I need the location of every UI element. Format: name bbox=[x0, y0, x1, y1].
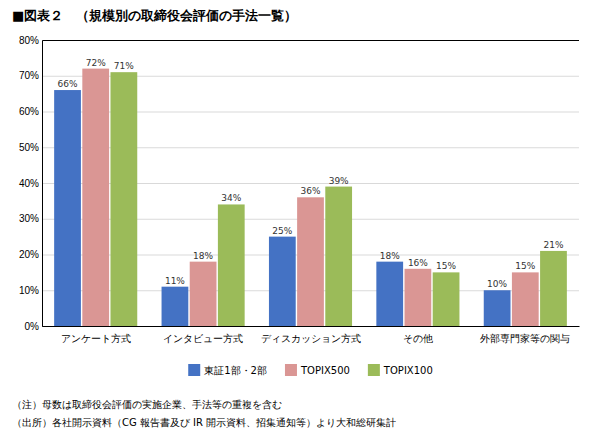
x-tick-label: インタビュー方式 bbox=[163, 333, 243, 344]
y-tick-label: 70% bbox=[19, 70, 39, 81]
y-tick: 80% bbox=[19, 35, 579, 46]
chart: ■図表２ （規模別の取締役会評価の手法一覧） 0% 10% 20% 30% 40% 50% 6… bbox=[0, 0, 591, 438]
data-label: 18% bbox=[193, 251, 213, 261]
y-tick-label: 20% bbox=[19, 249, 39, 260]
y-axis: 0% 10% 20% 30% 40% 50% 60% 70% 80% bbox=[19, 35, 579, 332]
x-tick: ディスカッション方式 bbox=[261, 333, 361, 344]
bar bbox=[540, 251, 567, 326]
legend-label: TOPIX100 bbox=[383, 365, 433, 376]
bar bbox=[512, 272, 539, 326]
x-axis: アンケート方式 インタビュー方式 ディスカッション方式 その他 外部専門家等の関与 bbox=[43, 327, 580, 345]
bars bbox=[54, 69, 567, 326]
bar bbox=[325, 187, 352, 326]
grid-line bbox=[42, 326, 579, 327]
y-tick-label: 80% bbox=[19, 35, 39, 46]
x-tick: その他 bbox=[403, 333, 433, 344]
bar bbox=[218, 204, 245, 326]
x-tick: インタビュー方式 bbox=[163, 333, 243, 344]
data-label: 72% bbox=[86, 58, 106, 68]
data-label: 34% bbox=[221, 193, 241, 203]
y-axis-line bbox=[43, 41, 580, 327]
x-tick: 外部専門家等の関与 bbox=[480, 333, 570, 344]
bar bbox=[82, 69, 109, 326]
legend-item: TOPIX100 bbox=[368, 364, 433, 376]
bar bbox=[190, 262, 217, 326]
bar bbox=[484, 290, 511, 326]
data-label: 36% bbox=[300, 186, 320, 196]
bar bbox=[405, 269, 432, 326]
data-labels: 66% 11% 25% 18% 10% 72% 18% 36% 16% 15% 71% 34% 39% 1… bbox=[58, 58, 564, 290]
data-label: 25% bbox=[272, 226, 292, 236]
bar bbox=[269, 237, 296, 326]
x-axis-line bbox=[43, 326, 580, 327]
y-tick-label: 0% bbox=[25, 321, 40, 332]
data-label: 10% bbox=[487, 279, 507, 289]
y-tick-label: 30% bbox=[19, 213, 39, 224]
legend-label: 東証1部・2部 bbox=[204, 365, 267, 376]
legend-swatch bbox=[368, 364, 380, 376]
plot: 0% 10% 20% 30% 40% 50% 60% 70% 80% アンケート方式 インタビュー方… bbox=[19, 35, 580, 344]
data-label: 18% bbox=[380, 251, 400, 261]
x-tick-label: その他 bbox=[403, 333, 433, 344]
bar bbox=[110, 72, 137, 326]
x-tick: アンケート方式 bbox=[61, 333, 131, 344]
y-tick-label: 40% bbox=[19, 178, 39, 189]
x-tick-label: ディスカッション方式 bbox=[261, 333, 361, 344]
annotation: （注）母数は取締役会評価の実施企業、手法等の重複を含む bbox=[12, 399, 282, 410]
y-tick-label: 60% bbox=[19, 106, 39, 117]
legend-swatch bbox=[285, 364, 297, 376]
legend-item: 東証1部・2部 bbox=[188, 364, 267, 376]
bar bbox=[376, 262, 403, 326]
x-tick-label: 外部専門家等の関与 bbox=[480, 333, 570, 344]
data-label: 66% bbox=[58, 79, 78, 89]
legend: 東証1部・2部 TOPIX500 TOPIX100 bbox=[188, 364, 433, 376]
data-label: 71% bbox=[114, 61, 134, 71]
annotation: （出所）各社開示資料（CG 報告書及び IR 開示資料、招集通知等）より大和総研… bbox=[12, 417, 396, 428]
data-label: 39% bbox=[329, 176, 349, 186]
data-label: 21% bbox=[543, 240, 563, 250]
legend-label: TOPIX500 bbox=[300, 365, 350, 376]
bar bbox=[162, 287, 189, 326]
y-tick-label: 10% bbox=[19, 285, 39, 296]
legend-swatch bbox=[188, 364, 200, 376]
data-label: 15% bbox=[436, 261, 456, 271]
data-label: 11% bbox=[165, 276, 185, 286]
bar bbox=[54, 90, 81, 326]
title: ■図表２ （規模別の取締役会評価の手法一覧） bbox=[12, 8, 297, 23]
legend-item: TOPIX500 bbox=[285, 364, 350, 376]
bar bbox=[297, 197, 324, 326]
data-label: 15% bbox=[515, 261, 535, 271]
y-tick-label: 50% bbox=[19, 142, 39, 153]
x-tick-label: アンケート方式 bbox=[61, 333, 131, 344]
bar bbox=[433, 272, 460, 326]
data-label: 16% bbox=[408, 258, 428, 268]
grid-line bbox=[42, 40, 579, 41]
